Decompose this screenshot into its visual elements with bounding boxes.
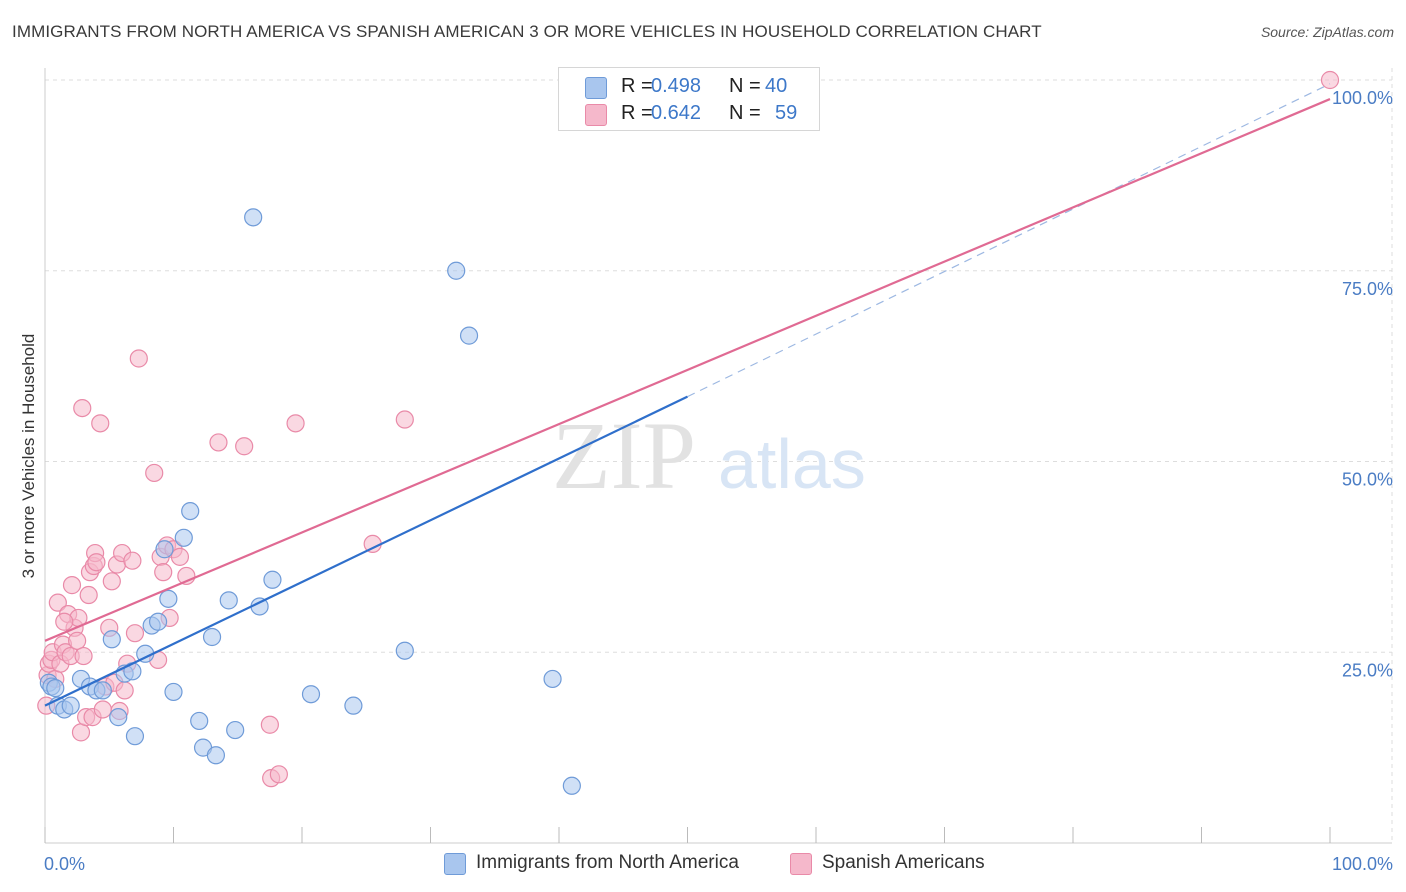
pink-point [125,624,145,643]
trend-layer [44,83,1331,707]
blue-point [447,261,466,280]
pink-point [93,700,112,719]
legend-n-value: 59 [775,102,798,124]
pink-point [129,349,148,368]
blue-point [206,746,226,765]
y-tick-label: 25.0% [1342,660,1393,680]
legend-r-value: 0.498 [651,75,702,97]
blue-point [181,501,200,521]
legend-n-label: N = [729,102,761,124]
bottom-legend-swatch-blue [444,853,466,875]
pink-point [260,715,279,734]
x-tick-label: 0.0% [44,854,85,874]
y-tick-label: 75.0% [1342,279,1393,299]
blue-point [46,679,65,698]
watermark-zip: ZIP [552,402,696,509]
pink-point [170,547,190,566]
pink-point [71,723,91,742]
blue-point [543,669,562,689]
pink-point [145,463,164,483]
watermark-atlas: atlas [718,425,866,503]
blue-point [148,612,168,631]
y-tick-label: 50.0% [1342,470,1393,490]
bottom-legend-label: Spanish Americans [822,852,985,873]
y-axis-label: 3 or more Vehicles in Household [19,334,38,579]
pink-point [102,572,121,591]
blue-point [202,627,222,647]
pink-trend-line [44,98,1331,642]
legend-n-label: N = [729,75,761,97]
chart-title: IMMIGRANTS FROM NORTH AMERICA VS SPANISH… [12,22,1042,41]
blue-point [562,776,581,795]
pink-point [395,410,414,429]
legend-swatch-blue [585,77,607,99]
blue-point [61,696,80,715]
blue-point [159,589,178,608]
blue-point [459,326,479,345]
ticks-layer: 25.0% 50.0% 75.0% 100.0% 0.0% 100.0% [44,88,1393,874]
pink-point [286,414,305,433]
legend-r-label: R = [621,75,653,97]
blue-point [244,208,263,227]
blue-point [125,727,145,746]
blue-point [301,685,321,704]
blue-point [174,528,193,547]
pink-point [73,398,92,418]
blue-trend-extension [687,83,1331,398]
blue-point [164,682,183,702]
bottom-legend-label: Immigrants from North America [476,852,739,873]
source-credit: Source: ZipAtlas.com [1260,24,1394,40]
blue-point [344,696,363,715]
pink-point [74,646,93,666]
pink-point [55,612,74,631]
blue-point [102,630,121,649]
blue-point [190,711,209,731]
pink-point [115,681,134,700]
watermark: ZIP atlas [552,402,866,509]
bottom-legend-swatch-pink [790,853,812,875]
blue-point [155,540,174,559]
blue-trend-line [44,395,688,707]
pink-point [235,437,254,456]
grid-layer [45,68,1393,843]
blue-point [395,641,414,660]
blue-point [263,570,282,589]
pink-point [154,563,173,582]
blue-point [219,591,238,610]
pink-point [79,585,98,605]
blue-point [226,720,245,740]
pink-point [87,553,106,572]
legend-r-value: 0.642 [651,102,702,124]
pink-point [62,576,82,595]
blue-point [93,681,112,700]
x-tick-label: 100.0% [1332,854,1393,874]
pink-point [269,765,288,784]
pink-point [48,593,67,612]
y-tick-label: 100.0% [1332,88,1393,108]
points-layer [37,67,1340,795]
legend-swatch-pink [585,104,607,126]
pink-point [123,551,142,570]
legend-n-value: 40 [765,75,788,97]
legend-r-label: R = [621,102,653,124]
correlation-legend: R = 0.498 N = 40 R = 0.642 N = 59 [558,67,820,131]
pink-point [209,433,228,452]
pink-point [91,414,110,433]
blue-point [109,708,128,727]
pink-point [1320,70,1340,90]
pink-point [68,631,87,650]
